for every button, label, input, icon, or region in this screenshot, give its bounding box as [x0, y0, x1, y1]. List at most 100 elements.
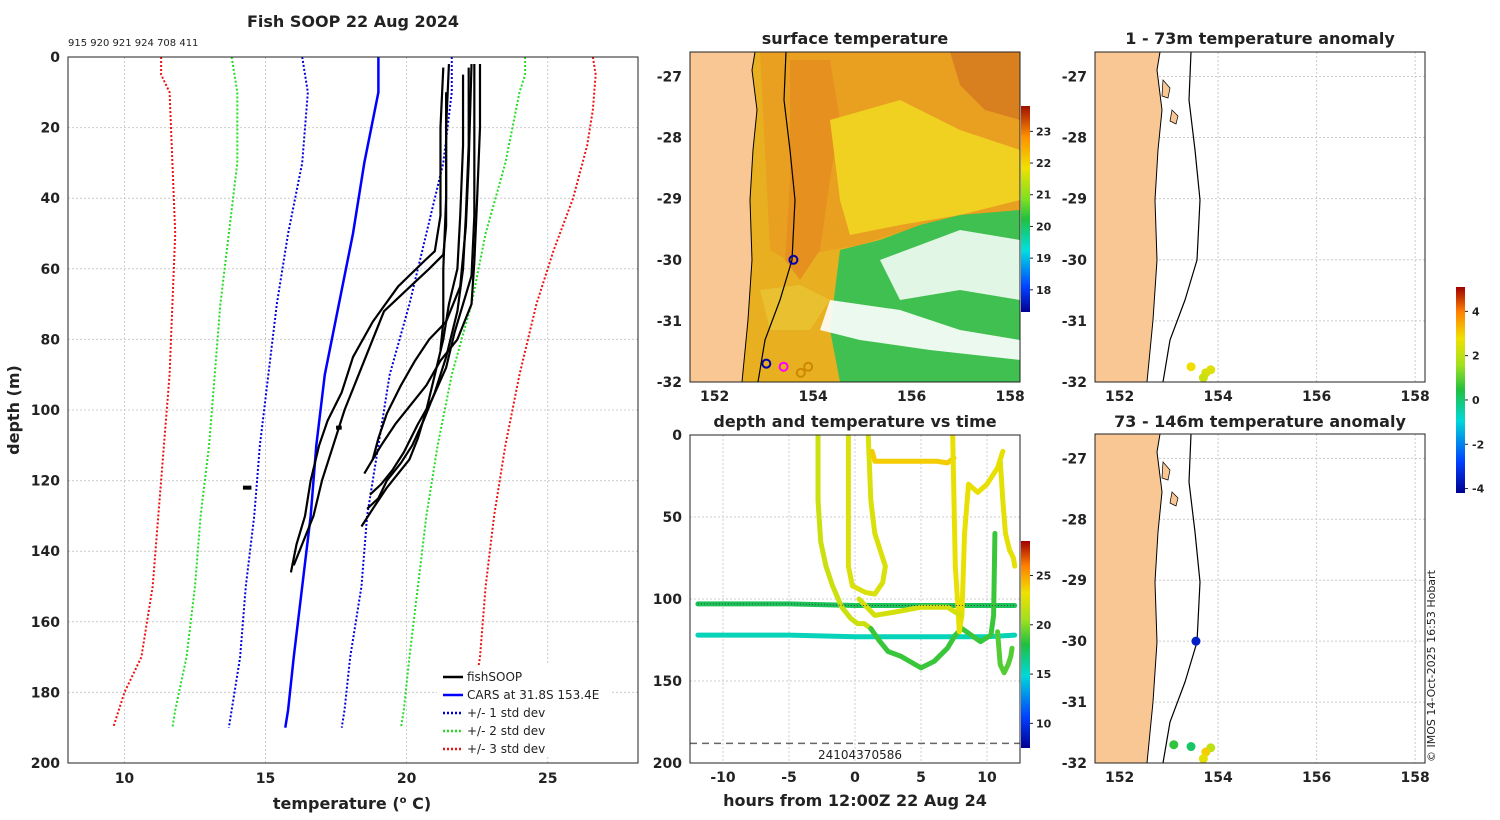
profile-reference-line — [399, 57, 527, 728]
anomaly-shallow-panel: 1 - 73m temperature anomaly 152 154 156 158… — [1062, 29, 1430, 405]
depth-time-colorbar-label: 10 — [1036, 717, 1052, 730]
map-ytick-label: -28 — [1062, 131, 1087, 147]
anomaly-shallow-ticks: 152 154 156 158 -27 -28 -29 -30 -31 -32 — [1062, 69, 1430, 405]
anomaly-deep-point — [1169, 740, 1179, 750]
anomaly-deep-point — [1186, 742, 1196, 752]
map-xtick-label: 156 — [1302, 389, 1331, 405]
sst-colorbar-ticks: 18 19 20 21 22 23 — [1030, 125, 1052, 297]
map-ytick-label: -29 — [1062, 192, 1087, 208]
sst-nearshore-warm — [760, 285, 830, 330]
anomaly-colorbar-label: -2 — [1472, 438, 1484, 451]
sst-marker — [803, 361, 814, 372]
sst-warm-core — [785, 60, 840, 280]
map-xtick-label: 156 — [897, 389, 926, 405]
anomaly-deep-points — [1169, 636, 1216, 764]
profile-legend-label: +/- 3 std dev — [467, 742, 545, 756]
profile-legend-label: +/- 2 std dev — [467, 724, 545, 738]
map-ytick-label: -27 — [657, 69, 682, 85]
sst-colorbar-label: 23 — [1036, 125, 1051, 138]
sst-marker — [795, 367, 806, 378]
map-ytick-label: -30 — [657, 253, 683, 269]
anomaly-colorbar-label: 0 — [1472, 394, 1480, 407]
profile-legend-label: fishSOOP — [467, 670, 522, 684]
sst-title: surface temperature — [762, 29, 949, 48]
profile-legend-label: +/- 1 std dev — [467, 706, 545, 720]
sst-cloud-2 — [820, 300, 1020, 360]
map-ytick-label: -31 — [657, 314, 682, 330]
profile-ytick-label: 60 — [41, 262, 61, 278]
sst-colorbar-label: 22 — [1036, 157, 1051, 170]
map-ytick-label: -32 — [1062, 756, 1087, 772]
depth-time-ytick-label: 100 — [653, 592, 682, 608]
profile-cast-line — [363, 64, 482, 475]
sst-cloud-1 — [880, 230, 1020, 300]
depth-time-colorbar-label: 20 — [1036, 619, 1052, 632]
profile-xtick-label: 15 — [256, 771, 275, 787]
profile-ytick-label: 160 — [31, 615, 60, 631]
profile-ytick-label: 120 — [31, 474, 60, 490]
sst-markers — [761, 254, 814, 378]
anomaly-deep-coast — [1095, 434, 1201, 763]
sst-colorbar — [1021, 106, 1030, 312]
map-ytick-label: -27 — [1062, 451, 1087, 467]
profile-reference-line — [340, 57, 453, 728]
sst-map-panel: surface temperature 152 154 156 158 -27 -28 -2… — [657, 29, 1052, 405]
depth-time-colorbar-ticks: 10 15 20 25 — [1030, 570, 1052, 730]
anomaly-deep-point — [1191, 636, 1201, 646]
profile-ytick-label: 140 — [31, 544, 60, 560]
anomaly-deep-panel: 73 - 146m temperature anomaly 152 154 156 1… — [1062, 287, 1485, 786]
profile-ytick-label: 0 — [50, 50, 60, 66]
map-ytick-label: -31 — [1062, 314, 1087, 330]
map-xtick-label: 158 — [996, 389, 1025, 405]
depth-time-colorbar-label: 15 — [1036, 668, 1051, 681]
sst-colorbar-label: 20 — [1036, 220, 1052, 233]
depth-time-colorbar — [1021, 541, 1030, 748]
profile-cast-line — [289, 67, 445, 573]
depth-time-panel: depth and temperature vs time -10 -5 0 5 100… — [653, 412, 1052, 810]
anomaly-shallow-points — [1186, 362, 1216, 383]
anomaly-colorbar-ticks: 4 2 0 -2 -4 — [1465, 305, 1485, 496]
depth-time-track — [950, 435, 1006, 635]
map-ytick-label: -28 — [657, 131, 682, 147]
depth-time-axes-box — [689, 434, 1021, 764]
profile-series — [112, 57, 597, 729]
depth-time-track — [995, 629, 1015, 676]
profile-title: Fish SOOP 22 Aug 2024 — [247, 12, 459, 31]
profile-cast-line — [360, 74, 465, 528]
profile-ytick-label: 100 — [31, 403, 60, 419]
sst-marker — [778, 361, 789, 372]
profile-axes-box — [67, 56, 639, 764]
anomaly-shallow-point — [1198, 373, 1208, 383]
profile-reference-line — [227, 57, 309, 728]
credit-text: © IMOS 14-Oct-2025 16:53 Hobart — [1425, 569, 1438, 762]
depth-time-ytick-label: 150 — [653, 674, 682, 690]
depth-time-track — [997, 457, 1018, 569]
profile-ytick-label: 40 — [41, 191, 61, 207]
depth-time-xtick-label: 0 — [850, 770, 860, 786]
profile-reference-line — [462, 57, 597, 729]
profile-subtitle: 915 920 921 924 708 411 — [68, 38, 198, 49]
depth-time-track — [845, 435, 888, 597]
depth-time-xtick-label: -5 — [781, 770, 797, 786]
anomaly-shallow-title: 1 - 73m temperature anomaly — [1125, 29, 1395, 48]
sst-ticks: 152 154 156 158 -27 -28 -29 -30 -31 -32 — [657, 69, 1025, 405]
map-ytick-label: -32 — [657, 375, 682, 391]
profile-ytick-label: 200 — [31, 756, 60, 772]
map-xtick-label: 158 — [1401, 770, 1430, 786]
depth-time-xtick-label: -10 — [710, 770, 736, 786]
anomaly-deep-title: 73 - 146m temperature anomaly — [1114, 412, 1406, 431]
depth-time-track — [815, 435, 874, 632]
map-xtick-label: 154 — [1204, 389, 1233, 405]
profile-grid — [68, 57, 638, 763]
map-xtick-label: 154 — [799, 389, 828, 405]
sst-field — [690, 52, 1020, 382]
depth-time-track — [869, 448, 957, 466]
sst-colorbar-label: 19 — [1036, 252, 1051, 265]
profile-xtick-label: 10 — [115, 771, 135, 787]
sst-marker — [788, 254, 799, 265]
anomaly-colorbar-label: 2 — [1472, 350, 1480, 363]
sst-axes-box — [689, 51, 1021, 383]
anomaly-shallow-coast — [1095, 52, 1201, 382]
